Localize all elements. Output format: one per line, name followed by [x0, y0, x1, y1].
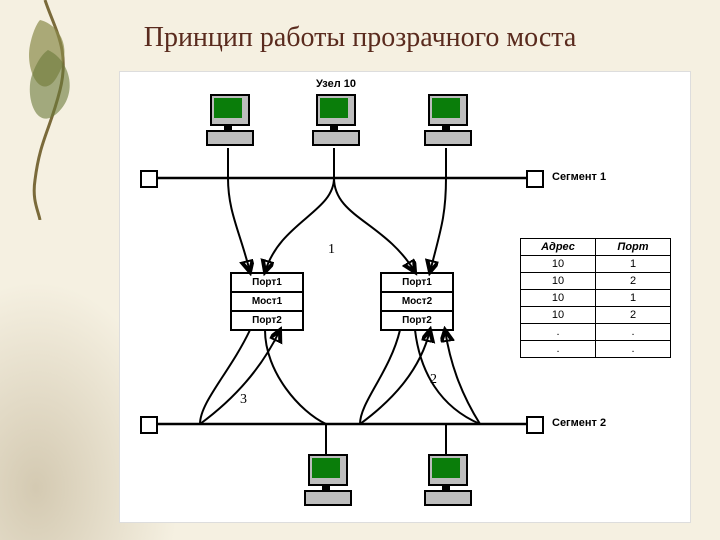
slide-stage: Принцип работы прозрачного моста Узел 10…	[0, 0, 720, 540]
computer-icon	[308, 94, 360, 146]
table-header-row: Адрес Порт	[521, 239, 671, 256]
bridge1-block: Порт1 Мост1 Порт2	[230, 272, 304, 331]
table-row: 102	[521, 273, 671, 290]
bridge2-name: Мост2	[382, 293, 452, 312]
slide-title: Принцип работы прозрачного моста	[0, 22, 720, 54]
computer-icon	[300, 454, 352, 506]
address-table: Адрес Порт 101 102 101 102 .. ..	[520, 238, 671, 358]
terminator-icon	[140, 170, 158, 188]
segment2-label: Сегмент 2	[552, 417, 606, 429]
col-port: Порт	[596, 239, 671, 256]
annotation-2: 2	[430, 372, 437, 388]
bridge1-port2: Порт2	[232, 312, 302, 329]
annotation-1: 1	[328, 242, 335, 258]
segment1-label: Сегмент 1	[552, 171, 606, 183]
computer-icon	[420, 94, 472, 146]
bridge2-block: Порт1 Мост2 Порт2	[380, 272, 454, 331]
bridge2-port1: Порт1	[382, 274, 452, 293]
terminator-icon	[140, 416, 158, 434]
col-address: Адрес	[521, 239, 596, 256]
table-row: 101	[521, 290, 671, 307]
bridge1-port1: Порт1	[232, 274, 302, 293]
annotation-3: 3	[240, 392, 247, 408]
node10-label: Узел 10	[316, 78, 356, 90]
bridge1-name: Мост1	[232, 293, 302, 312]
terminator-icon	[526, 416, 544, 434]
bridge2-port2: Порт2	[382, 312, 452, 329]
terminator-icon	[526, 170, 544, 188]
diagram-panel: Узел 10 Сегмент 1 Сегмент 2 1 2 3 Порт1 …	[120, 72, 690, 522]
computer-icon	[420, 454, 472, 506]
computer-icon	[202, 94, 254, 146]
table-row: ..	[521, 341, 671, 358]
table-row: ..	[521, 324, 671, 341]
table-row: 101	[521, 256, 671, 273]
table-row: 102	[521, 307, 671, 324]
